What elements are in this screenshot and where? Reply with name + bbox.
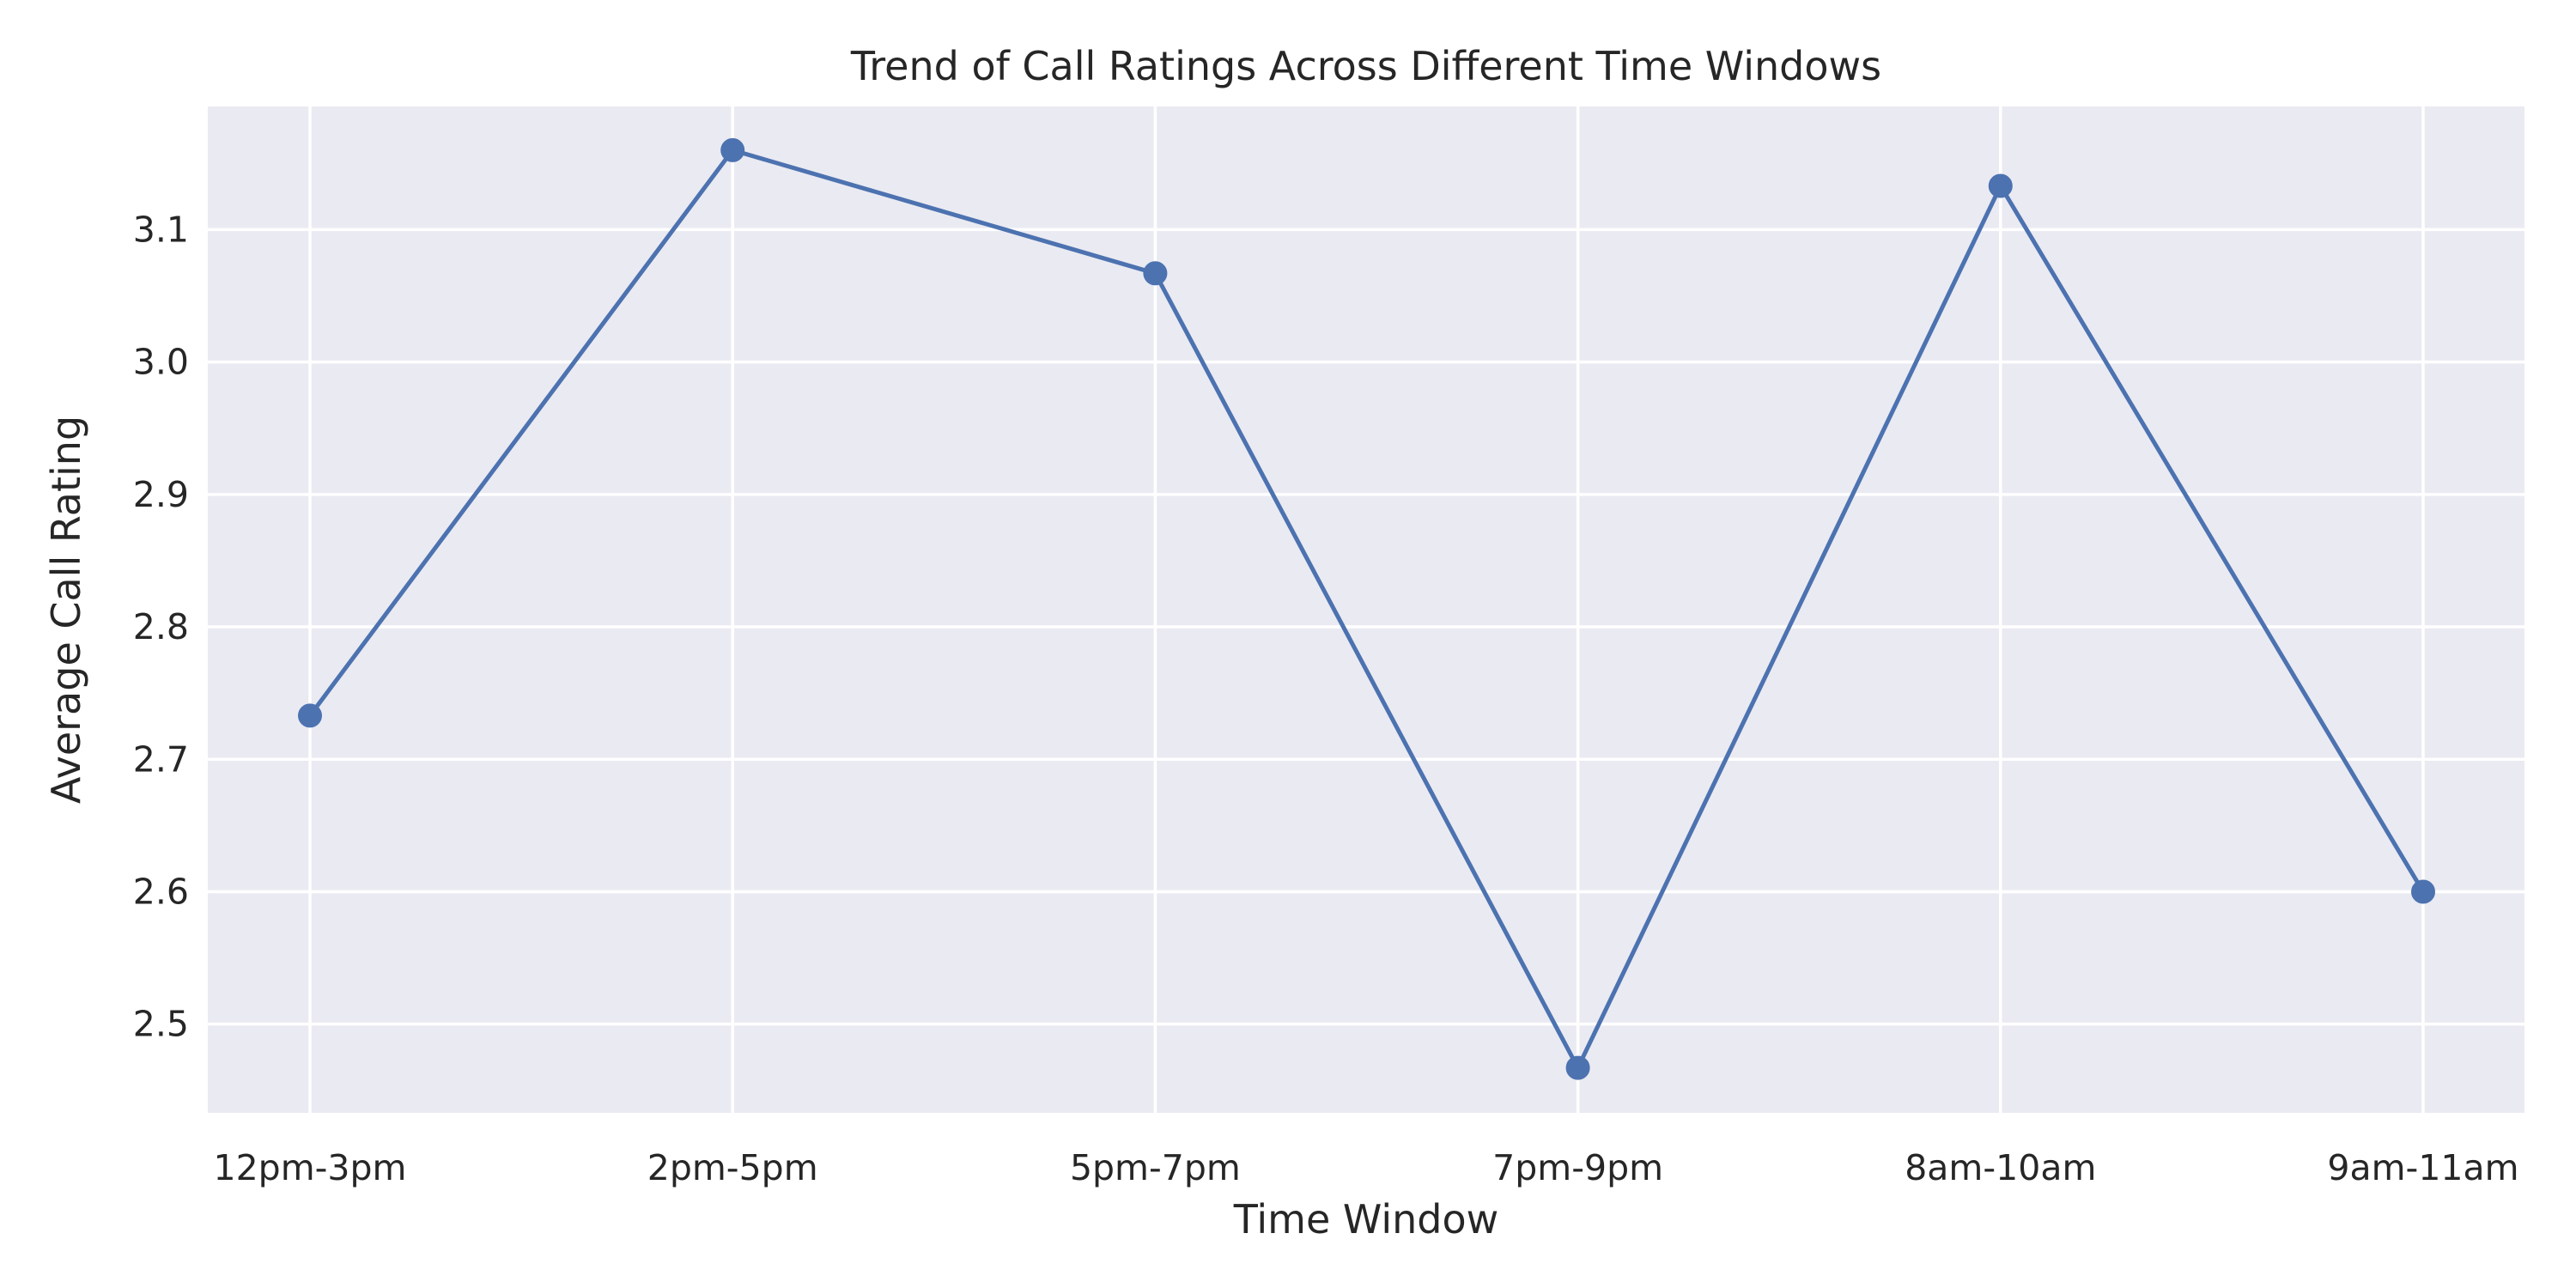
grid-lines	[208, 106, 2524, 1113]
data-point	[298, 703, 322, 728]
plot-area	[208, 106, 2524, 1113]
x-tick-label: 5pm-7pm	[1070, 1147, 1241, 1188]
x-tick-label: 2pm-5pm	[647, 1147, 818, 1188]
data-point	[1565, 1055, 1590, 1080]
y-tick-label: 3.1	[133, 209, 189, 250]
y-tick-label: 3.0	[133, 342, 189, 383]
data-point	[2411, 879, 2435, 904]
data-point	[1143, 261, 1168, 286]
data-point	[720, 137, 745, 162]
x-tick-label: 12pm-3pm	[214, 1147, 407, 1188]
chart-title: Trend of Call Ratings Across Different T…	[850, 43, 1881, 89]
x-tick-label: 7pm-9pm	[1492, 1147, 1663, 1188]
y-axis-label: Average Call Rating	[43, 416, 89, 804]
x-axis-label: Time Window	[1233, 1196, 1499, 1242]
data-point	[1988, 173, 2013, 198]
y-tick-label: 2.5	[133, 1004, 189, 1045]
series-line	[307, 148, 2426, 1071]
y-tick-label: 2.9	[133, 474, 189, 515]
x-tick-label: 9am-11am	[2327, 1147, 2518, 1188]
y-tick-label: 2.7	[133, 738, 189, 780]
tick-labels: 2.5 2.6 2.7 2.8 2.9 3.0 3.1 12pm-3pm 2pm-5pm 5pm-…	[133, 209, 2519, 1188]
series-layer	[298, 137, 2435, 1080]
y-tick-label: 2.8	[133, 606, 189, 647]
x-tick-label: 8am-10am	[1905, 1147, 2096, 1188]
y-tick-label: 2.6	[133, 871, 189, 912]
